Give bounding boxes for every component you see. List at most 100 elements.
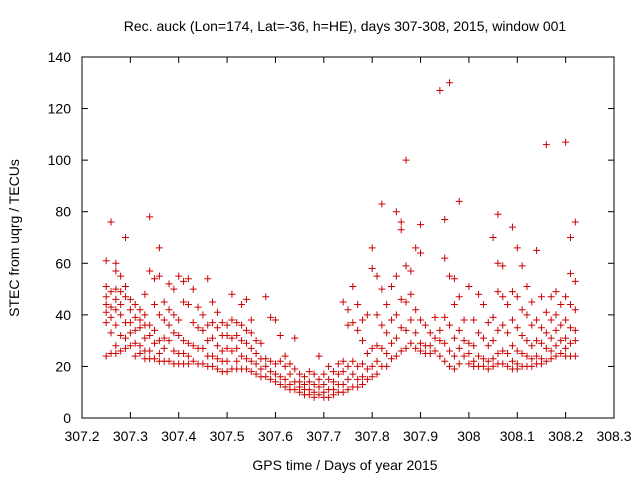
data-point bbox=[571, 326, 579, 334]
data-point bbox=[170, 347, 178, 355]
data-point bbox=[455, 360, 463, 368]
data-point bbox=[528, 342, 536, 350]
data-point bbox=[218, 347, 226, 355]
data-point bbox=[513, 324, 521, 332]
data-point bbox=[465, 360, 473, 368]
data-point bbox=[281, 375, 289, 383]
data-point bbox=[417, 249, 425, 257]
data-point bbox=[126, 306, 134, 314]
data-point bbox=[102, 308, 110, 316]
data-point bbox=[112, 285, 120, 293]
data-point bbox=[136, 342, 144, 350]
y-tick-label: 80 bbox=[55, 204, 71, 220]
data-point bbox=[344, 362, 352, 370]
data-point bbox=[102, 293, 110, 301]
data-point bbox=[475, 290, 483, 298]
data-point bbox=[291, 334, 299, 342]
data-point bbox=[276, 373, 284, 381]
data-point bbox=[175, 272, 183, 280]
data-point bbox=[397, 324, 405, 332]
data-point bbox=[252, 370, 260, 378]
data-point bbox=[247, 357, 255, 365]
data-point bbox=[479, 301, 487, 309]
data-point bbox=[537, 324, 545, 332]
data-point bbox=[233, 319, 241, 327]
data-point bbox=[523, 282, 531, 290]
data-point bbox=[508, 342, 516, 350]
data-point bbox=[421, 321, 429, 329]
data-point bbox=[402, 298, 410, 306]
data-point bbox=[252, 350, 260, 358]
data-point bbox=[494, 326, 502, 334]
data-point bbox=[146, 331, 154, 339]
data-point bbox=[151, 275, 159, 283]
data-point bbox=[233, 344, 241, 352]
data-point bbox=[339, 380, 347, 388]
data-point bbox=[397, 226, 405, 234]
data-point bbox=[504, 350, 512, 358]
data-point bbox=[189, 319, 197, 327]
data-point bbox=[194, 303, 202, 311]
data-point bbox=[136, 324, 144, 332]
data-point bbox=[117, 311, 125, 319]
data-point bbox=[446, 272, 454, 280]
data-point bbox=[112, 259, 120, 267]
data-point bbox=[204, 337, 212, 345]
x-tick-label: 308.1 bbox=[500, 428, 535, 444]
data-point bbox=[228, 347, 236, 355]
data-point bbox=[562, 316, 570, 324]
data-point bbox=[209, 362, 217, 370]
y-tick-label: 60 bbox=[55, 255, 71, 271]
data-point bbox=[112, 342, 120, 350]
data-point bbox=[267, 313, 275, 321]
data-point bbox=[122, 344, 130, 352]
data-point bbox=[247, 316, 255, 324]
data-point bbox=[228, 334, 236, 342]
data-point bbox=[499, 293, 507, 301]
plot-frame bbox=[81, 56, 615, 419]
data-point bbox=[407, 339, 415, 347]
data-point bbox=[155, 272, 163, 280]
data-point bbox=[489, 355, 497, 363]
data-point bbox=[450, 275, 458, 283]
data-point bbox=[455, 197, 463, 205]
data-point bbox=[329, 378, 337, 386]
data-point bbox=[431, 347, 439, 355]
data-point bbox=[344, 375, 352, 383]
data-point bbox=[402, 156, 410, 164]
data-point bbox=[267, 357, 275, 365]
data-point bbox=[528, 362, 536, 370]
y-tick-label: 0 bbox=[63, 410, 71, 426]
data-point bbox=[547, 355, 555, 363]
data-point bbox=[247, 344, 255, 352]
data-point bbox=[499, 262, 507, 270]
data-point bbox=[267, 375, 275, 383]
data-point bbox=[141, 334, 149, 342]
data-point bbox=[552, 288, 560, 296]
data-point bbox=[276, 357, 284, 365]
data-point bbox=[441, 215, 449, 223]
data-point bbox=[566, 324, 574, 332]
data-point bbox=[402, 262, 410, 270]
data-point bbox=[180, 350, 188, 358]
data-point bbox=[465, 350, 473, 358]
data-point bbox=[373, 311, 381, 319]
data-point bbox=[238, 352, 246, 360]
data-point bbox=[368, 362, 376, 370]
data-point bbox=[165, 321, 173, 329]
axis-ticks: 307.2 307.3 307.4 307.5 307.6 307.7 307.8 307.9… bbox=[48, 49, 632, 444]
data-point bbox=[126, 342, 134, 350]
data-point bbox=[547, 334, 555, 342]
data-point bbox=[552, 342, 560, 350]
data-point bbox=[562, 138, 570, 146]
data-point bbox=[262, 362, 270, 370]
data-point bbox=[247, 329, 255, 337]
data-point bbox=[479, 355, 487, 363]
data-point bbox=[426, 350, 434, 358]
data-point bbox=[102, 352, 110, 360]
data-point bbox=[131, 301, 139, 309]
data-point bbox=[213, 324, 221, 332]
y-tick-label: 20 bbox=[55, 358, 71, 374]
data-point bbox=[513, 244, 521, 252]
data-point bbox=[329, 391, 337, 399]
